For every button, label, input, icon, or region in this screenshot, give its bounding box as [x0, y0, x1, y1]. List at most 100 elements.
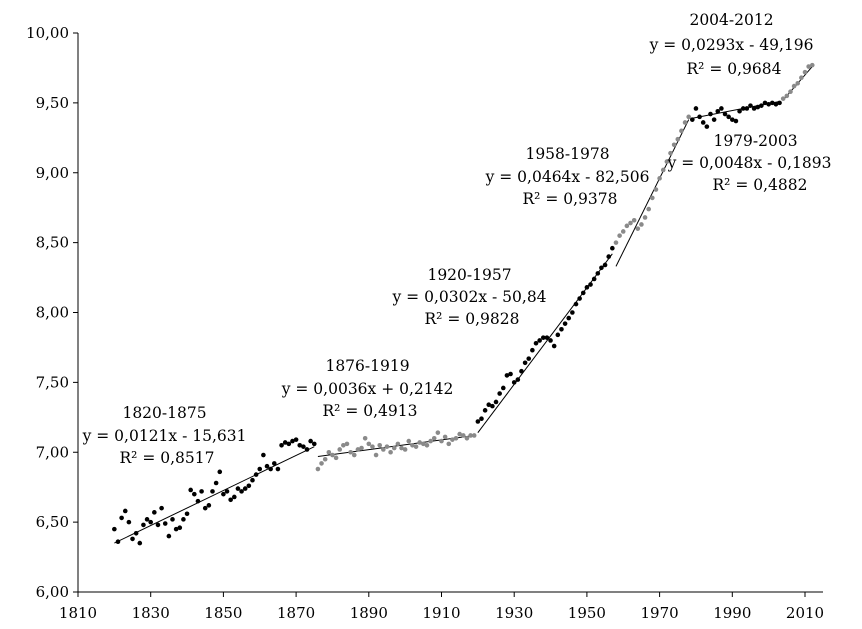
data-point [326, 449, 332, 455]
data-point [809, 62, 815, 68]
data-point [522, 360, 528, 366]
data-point [562, 321, 568, 326]
data-point [137, 540, 143, 546]
data-point [671, 142, 677, 148]
annotation-1820-1875: 1820-1875 y = 0,0121x - 15,631 R² = 0,85… [82, 404, 252, 467]
data-point [635, 226, 641, 231]
data-point [628, 220, 633, 226]
data-point [304, 447, 310, 452]
x-tick-label: 1950 [568, 604, 606, 622]
data-point [548, 338, 553, 343]
data-point [133, 531, 139, 536]
data-point [762, 100, 768, 106]
data-point [450, 437, 455, 442]
data-point [362, 435, 368, 441]
data-point [162, 521, 168, 526]
data-point [366, 441, 372, 447]
data-point [780, 96, 786, 101]
data-point [417, 440, 422, 445]
data-point [653, 187, 659, 192]
data-point [388, 449, 393, 455]
data-point [773, 101, 779, 107]
data-point [232, 494, 237, 500]
data-point [493, 399, 499, 405]
data-point [424, 442, 430, 448]
x-tick-label: 2010 [786, 604, 824, 622]
data-point [508, 371, 513, 377]
x-tick-label: 1990 [713, 604, 751, 622]
data-point [337, 447, 343, 452]
trend-annotations: 1820-1875 y = 0,0121x - 15,631 R² = 0,85… [82, 11, 832, 467]
x-tick-label: 1970 [641, 604, 679, 622]
data-point [351, 452, 357, 458]
data-point [126, 519, 132, 525]
data-point [613, 240, 619, 245]
data-point [395, 441, 401, 447]
data-point [210, 489, 215, 494]
data-point [766, 101, 771, 107]
data-point [537, 338, 542, 343]
data-point [755, 104, 761, 110]
data-point [457, 431, 462, 437]
data-point [602, 262, 608, 268]
data-point [722, 111, 728, 117]
x-tick-label: 1870 [277, 604, 315, 622]
data-point [166, 533, 172, 539]
trendline [114, 446, 315, 544]
data-point [595, 271, 601, 276]
data-point [206, 503, 212, 508]
data-point [668, 150, 673, 156]
data-point [682, 120, 688, 125]
data-point [675, 136, 681, 142]
data-point [461, 433, 466, 438]
data-point [268, 466, 273, 472]
annotation-1958-1978: 1958-1978 y = 0,0464x - 82,506 R² = 0,93… [485, 145, 655, 208]
data-point [504, 373, 510, 378]
data-point [479, 416, 484, 422]
y-tick-label: 6,50 [36, 513, 69, 531]
data-point [526, 356, 532, 361]
data-point [221, 491, 226, 497]
data-point [453, 435, 459, 441]
data-point [330, 452, 335, 458]
data-point [533, 340, 539, 346]
data-point [726, 114, 731, 120]
data-point [122, 508, 128, 514]
data-point [769, 100, 775, 106]
data-point [555, 332, 561, 338]
data-point [610, 245, 615, 251]
data-point [559, 326, 564, 332]
data-point [155, 522, 161, 528]
data-point [195, 498, 201, 504]
data-point [464, 435, 470, 441]
data-point [308, 438, 313, 444]
data-point [297, 442, 303, 448]
y-tick-label: 7,00 [36, 443, 69, 461]
data-point [355, 447, 361, 452]
data-point [511, 380, 517, 385]
y-tick-label: 9,00 [36, 164, 69, 182]
y-tick-label: 8,50 [36, 234, 69, 252]
data-point [373, 452, 379, 458]
data-point [784, 93, 790, 99]
data-point [428, 438, 433, 444]
x-tick-label: 1810 [59, 604, 97, 622]
data-point [759, 103, 764, 108]
data-point [475, 419, 481, 424]
data-point [584, 285, 590, 290]
data-point [152, 510, 157, 515]
data-point [540, 335, 546, 340]
data-point [791, 83, 797, 89]
y-tick-label: 8,00 [36, 304, 69, 322]
data-point [500, 385, 506, 391]
data-point [202, 505, 208, 511]
data-point [599, 265, 604, 271]
data-point [700, 120, 706, 125]
data-point [377, 442, 383, 448]
data-points [112, 62, 815, 546]
data-point [192, 491, 197, 497]
data-point [286, 441, 292, 447]
data-point [802, 69, 808, 75]
data-point [439, 438, 444, 444]
data-point [624, 223, 630, 229]
